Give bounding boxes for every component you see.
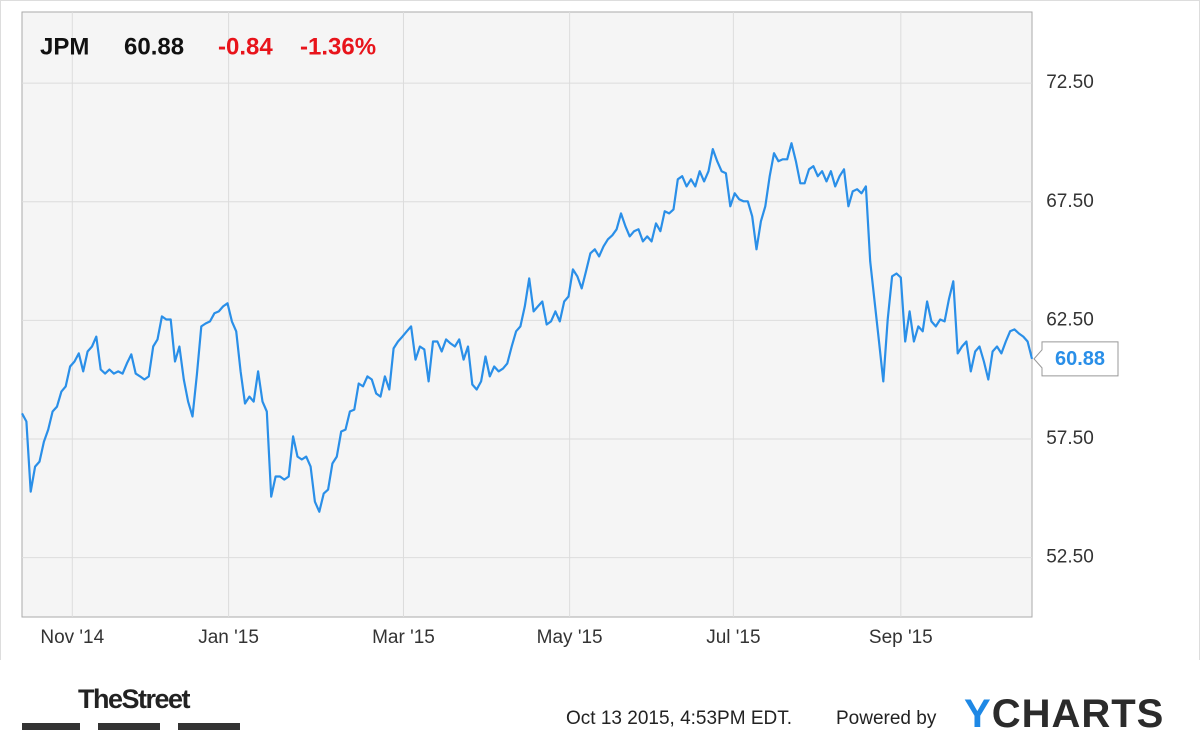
timestamp: Oct 13 2015, 4:53PM EDT. [566,708,793,729]
y-tick-label: 67.50 [1046,191,1094,212]
powered-by: Powered by [836,708,937,729]
last-value-box [1033,341,1119,377]
last-value-label: 60.88 [1055,348,1105,370]
logo-bar [98,723,160,730]
ticker: JPM [40,33,89,60]
source-logo: TheStreet [78,684,191,714]
x-tick-label: Jul '15 [706,627,760,648]
change: -0.84 [218,33,273,60]
y-tick-label: 57.50 [1046,428,1094,449]
x-tick-label: Sep '15 [869,627,933,648]
logo-bar [178,723,240,730]
x-tick-label: Nov '14 [40,627,104,648]
y-tick-label: 52.50 [1046,547,1094,568]
x-tick-label: Jan '15 [198,627,259,648]
brand-logo: YCHARTS [964,692,1165,736]
logo-bar [22,723,80,730]
price-line [21,142,1034,513]
plot-area [21,11,1033,618]
chart: JPM 60.88 -0.84 -1.36% 52.50 57.50 62.50 67… [0,0,1200,660]
price: 60.88 [124,33,184,60]
change-percent: -1.36% [300,33,376,60]
y-tick-label: 62.50 [1046,309,1094,330]
x-tick-label: May '15 [537,627,603,648]
y-tick-label: 72.50 [1046,72,1094,93]
x-tick-label: Mar '15 [372,627,435,648]
